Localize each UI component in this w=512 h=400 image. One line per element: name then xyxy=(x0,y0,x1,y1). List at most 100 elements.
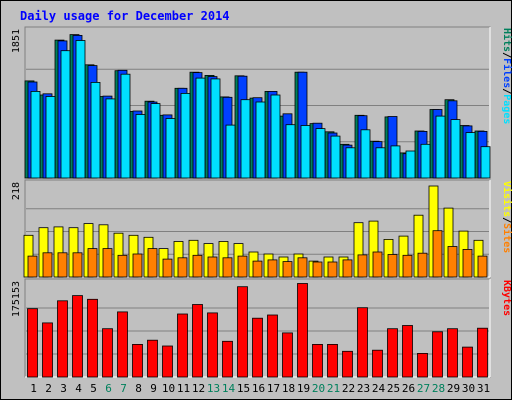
kbytes-bar-kbytes-day-24 xyxy=(372,349,383,378)
x-axis-day-label: 2 xyxy=(45,382,52,395)
x-axis-day-label: 8 xyxy=(135,382,142,395)
x-axis-day-label: 1 xyxy=(30,382,37,395)
kbytes-bar-kbytes-day-2 xyxy=(42,322,53,378)
visits-bar-sites-day-21 xyxy=(327,261,338,278)
visits-bar-sites-day-30 xyxy=(462,248,473,278)
hits-bar-pages-day-12 xyxy=(195,77,206,179)
visits-bar-sites-day-2 xyxy=(42,252,53,278)
kbytes-bar-kbytes-day-8 xyxy=(132,343,143,378)
kbytes-bar-kbytes-day-3 xyxy=(57,300,68,378)
hits-bar-pages-day-8 xyxy=(135,114,146,179)
x-axis-day-label: 7 xyxy=(120,382,127,395)
kbytes-bar-kbytes-day-14 xyxy=(222,340,233,378)
hits-legend: Hits/Files/Pages xyxy=(501,28,512,124)
hits-panel: 1851 Hits/Files/Pages xyxy=(11,26,512,179)
visits-bar-sites-day-9 xyxy=(147,248,158,278)
hits-bar-pages-day-3 xyxy=(60,50,71,179)
hits-max-label: 1851 xyxy=(11,29,22,53)
x-axis-day-label: 20 xyxy=(312,382,325,395)
hits-bar-pages-day-14 xyxy=(225,124,236,179)
hits-bar-pages-day-10 xyxy=(165,118,176,179)
visits-bar-sites-day-22 xyxy=(342,259,353,278)
kbytes-bar-kbytes-day-26 xyxy=(402,325,413,378)
visits-bar-sites-day-27 xyxy=(417,252,428,278)
visits-bar-sites-day-16 xyxy=(252,260,263,278)
kbytes-bar-kbytes-day-31 xyxy=(477,327,488,378)
hits-bar-pages-day-24 xyxy=(375,147,386,179)
hits-legend-pages: Pages xyxy=(501,94,512,124)
kbytes-bar-kbytes-day-17 xyxy=(267,314,278,378)
hits-bar-pages-day-23 xyxy=(360,129,371,179)
kbytes-bar-kbytes-day-28 xyxy=(432,331,443,378)
x-axis-day-label: 13 xyxy=(207,382,220,395)
visits-bar-sites-day-29 xyxy=(447,246,458,278)
x-axis-day-label: 5 xyxy=(90,382,97,395)
x-axis-day-label: 24 xyxy=(372,382,386,395)
kbytes-bar-kbytes-day-29 xyxy=(447,328,458,378)
kbytes-bar-kbytes-day-18 xyxy=(282,332,293,378)
x-axis-day-label: 23 xyxy=(357,382,370,395)
kbytes-bar-kbytes-day-7 xyxy=(117,311,128,378)
kbytes-bar-kbytes-day-6 xyxy=(102,328,113,378)
visits-legend-visits: Visits xyxy=(501,181,512,217)
kbytes-bar-kbytes-day-12 xyxy=(192,304,203,378)
x-axis-day-label: 26 xyxy=(402,382,415,395)
visits-bar-sites-day-1 xyxy=(27,255,38,278)
visits-bar-sites-day-15 xyxy=(237,255,248,278)
kbytes-bar-kbytes-day-15 xyxy=(237,286,248,378)
x-axis-day-label: 4 xyxy=(75,382,82,395)
x-axis-day-label: 6 xyxy=(105,382,112,395)
kbytes-bar-kbytes-day-22 xyxy=(342,350,353,378)
hits-bar-pages-day-21 xyxy=(330,135,341,179)
x-axis-day-label: 10 xyxy=(162,382,175,395)
kbytes-legend: KBytes xyxy=(501,280,512,316)
kbytes-bar-kbytes-day-13 xyxy=(207,312,218,378)
x-axis-day-label: 3 xyxy=(60,382,67,395)
visits-bar-sites-day-19 xyxy=(297,257,308,278)
visits-bar-sites-day-10 xyxy=(162,258,173,278)
x-axis-day-label: 21 xyxy=(327,382,340,395)
visits-bar-sites-day-17 xyxy=(267,259,278,278)
hits-bar-pages-day-22 xyxy=(345,147,356,179)
hits-bar-pages-day-7 xyxy=(120,73,131,179)
hits-bar-pages-day-17 xyxy=(270,94,281,179)
visits-bar-sites-day-4 xyxy=(72,252,83,278)
hits-bar-pages-day-11 xyxy=(180,93,191,179)
x-axis-day-label: 17 xyxy=(267,382,280,395)
hits-bar-pages-day-25 xyxy=(390,145,401,179)
kbytes-bar-kbytes-day-10 xyxy=(162,345,173,378)
kbytes-bar-kbytes-day-4 xyxy=(72,295,83,378)
x-axis-day-label: 27 xyxy=(417,382,430,395)
hits-bar-pages-day-20 xyxy=(315,128,326,179)
hits-legend-files: Files xyxy=(501,58,512,88)
hits-bar-pages-day-19 xyxy=(300,125,311,179)
hits-bar-pages-day-4 xyxy=(75,40,86,179)
visits-panel: 218 Visits/Sites xyxy=(11,179,512,278)
visits-legend-sites: Sites xyxy=(501,223,512,253)
visits-legend: Visits/Sites xyxy=(501,181,512,253)
visits-bar-sites-day-26 xyxy=(402,254,413,278)
kbytes-max-label: 175153 xyxy=(11,281,22,317)
visits-bar-sites-day-14 xyxy=(222,257,233,278)
visits-bar-sites-day-8 xyxy=(132,253,143,278)
hits-bar-pages-day-18 xyxy=(285,124,296,179)
x-axis-day-label: 30 xyxy=(462,382,475,395)
hits-bar-pages-day-26 xyxy=(405,150,416,179)
hits-bar-pages-day-6 xyxy=(105,98,116,179)
kbytes-bar-kbytes-day-16 xyxy=(252,317,263,378)
visits-bar-sites-day-18 xyxy=(282,261,293,278)
hits-bar-pages-day-29 xyxy=(450,119,461,179)
x-axis-day-label: 29 xyxy=(447,382,460,395)
visits-bar-sites-day-3 xyxy=(57,252,68,278)
visits-bar-sites-day-12 xyxy=(192,254,203,278)
kbytes-bar-kbytes-day-23 xyxy=(357,307,368,378)
kbytes-bar-kbytes-day-1 xyxy=(27,308,38,378)
x-axis-day-label: 31 xyxy=(477,382,490,395)
hits-bar-pages-day-5 xyxy=(90,82,101,179)
hits-bar-pages-day-2 xyxy=(45,96,56,179)
hits-bar-pages-day-27 xyxy=(420,143,431,179)
legend-separator: / xyxy=(501,217,512,223)
visits-bar-sites-day-11 xyxy=(177,257,188,278)
x-axis-day-label: 14 xyxy=(222,382,236,395)
kbytes-bar-kbytes-day-5 xyxy=(87,298,98,378)
